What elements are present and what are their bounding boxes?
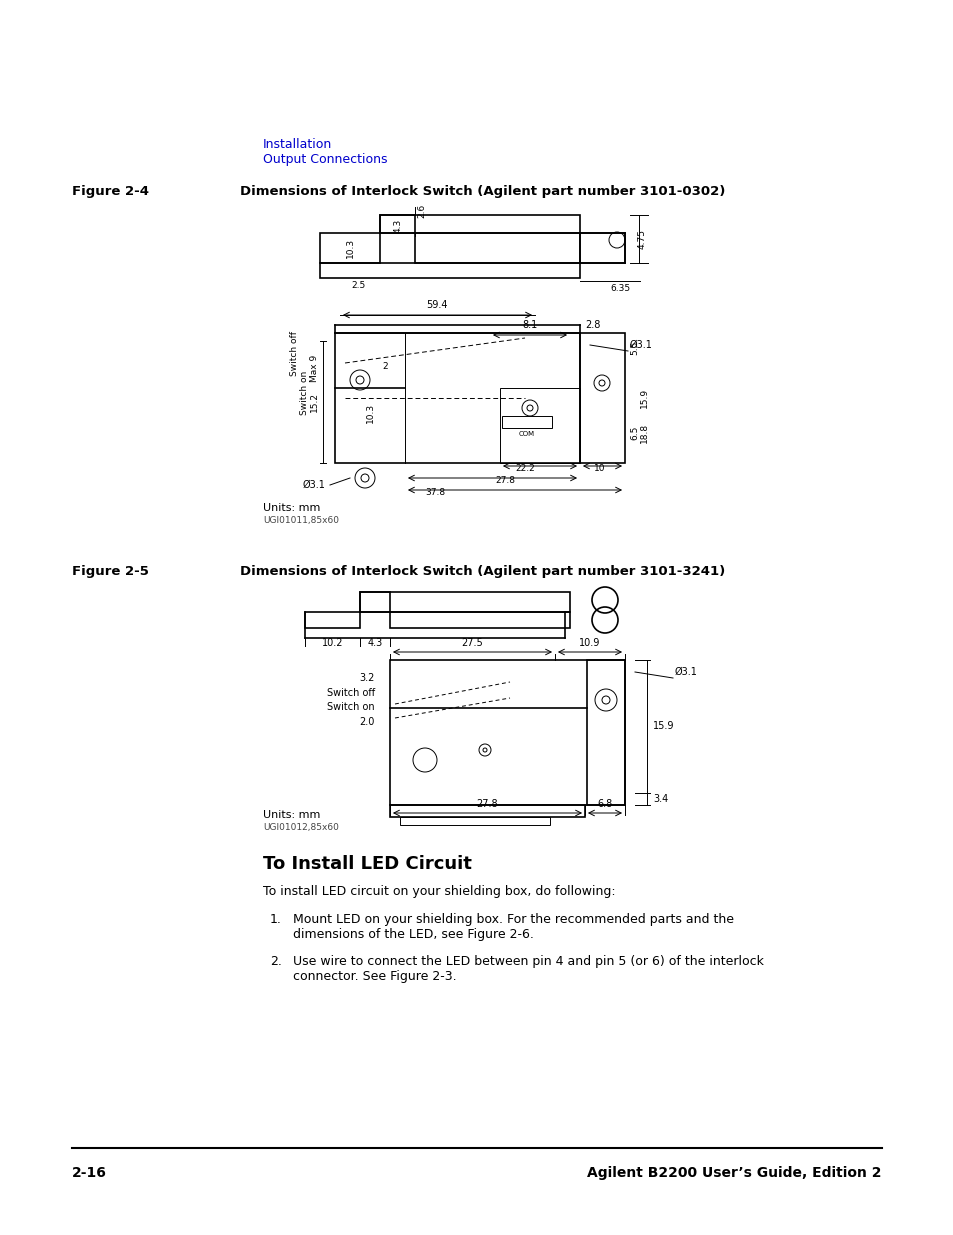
Text: 3.4: 3.4: [652, 794, 667, 804]
Text: Switch on: Switch on: [327, 701, 375, 713]
Text: Units: mm: Units: mm: [263, 503, 320, 513]
Bar: [305, 613, 359, 629]
Text: To install LED circuit on your shielding box, do following:: To install LED circuit on your shielding…: [263, 885, 615, 898]
Text: Figure 2-4: Figure 2-4: [71, 185, 149, 198]
Text: 2.0: 2.0: [359, 718, 375, 727]
Bar: [335, 333, 579, 463]
Text: 10.3: 10.3: [365, 403, 375, 424]
Text: Switch off: Switch off: [291, 331, 299, 375]
Text: 10: 10: [594, 464, 605, 473]
Bar: [415, 233, 579, 263]
Text: To Install LED Circuit: To Install LED Circuit: [263, 855, 472, 873]
Text: Switch on: Switch on: [300, 370, 309, 415]
Text: 2-16: 2-16: [71, 1166, 107, 1179]
Text: Ø3.1: Ø3.1: [629, 340, 652, 350]
Text: 15.9: 15.9: [652, 721, 674, 731]
Text: 3.2: 3.2: [359, 673, 375, 683]
Text: 18.8: 18.8: [639, 422, 648, 443]
Text: 4.3: 4.3: [367, 638, 382, 648]
Bar: [379, 215, 415, 233]
Text: Use wire to connect the LED between pin 4 and pin 5 (or 6) of the interlock
conn: Use wire to connect the LED between pin …: [293, 955, 763, 983]
Text: Dimensions of Interlock Switch (Agilent part number 3101-3241): Dimensions of Interlock Switch (Agilent …: [240, 564, 724, 578]
Text: 5.5: 5.5: [629, 341, 639, 356]
Bar: [399, 818, 550, 825]
Text: UGI01011,85x60: UGI01011,85x60: [263, 516, 338, 525]
Bar: [501, 416, 552, 429]
Text: Ø3.1: Ø3.1: [302, 480, 325, 490]
Text: 2.5: 2.5: [351, 280, 365, 289]
Text: 10.9: 10.9: [578, 638, 600, 648]
Text: 2.: 2.: [270, 955, 281, 968]
Bar: [359, 592, 569, 613]
Text: 6.5: 6.5: [629, 426, 639, 440]
Text: Max 9: Max 9: [310, 354, 319, 382]
Text: 4.75: 4.75: [638, 228, 646, 249]
Text: 15.9: 15.9: [639, 388, 648, 408]
Text: 22.2: 22.2: [515, 464, 535, 473]
Text: 2.6: 2.6: [416, 204, 426, 219]
Bar: [586, 659, 624, 805]
Bar: [359, 592, 390, 613]
Text: Mount LED on your shielding box. For the recommended parts and the
dimensions of: Mount LED on your shielding box. For the…: [293, 913, 733, 941]
Text: Units: mm: Units: mm: [263, 810, 320, 820]
Text: 4.3: 4.3: [393, 219, 402, 233]
Text: 27.5: 27.5: [460, 638, 482, 648]
Text: 27.8: 27.8: [476, 799, 497, 809]
Bar: [390, 613, 569, 629]
Bar: [579, 333, 624, 463]
Bar: [319, 263, 579, 278]
Text: Agilent B2200 User’s Guide, Edition 2: Agilent B2200 User’s Guide, Edition 2: [587, 1166, 882, 1179]
Text: 6.35: 6.35: [609, 284, 630, 293]
Text: Installation: Installation: [263, 138, 332, 151]
Bar: [579, 233, 624, 263]
Text: 15.2: 15.2: [309, 391, 318, 412]
Text: 8.1: 8.1: [522, 320, 537, 330]
Text: 6.8: 6.8: [597, 799, 612, 809]
Text: 37.8: 37.8: [424, 488, 445, 496]
Text: 27.8: 27.8: [495, 475, 515, 485]
Text: Output Connections: Output Connections: [263, 153, 387, 165]
Text: 59.4: 59.4: [426, 300, 447, 310]
Text: 2: 2: [382, 362, 388, 370]
Bar: [319, 233, 379, 263]
Bar: [379, 215, 579, 233]
Text: Figure 2-5: Figure 2-5: [71, 564, 149, 578]
Bar: [499, 388, 579, 463]
Text: COM: COM: [518, 431, 535, 437]
Text: 1.: 1.: [270, 913, 281, 926]
Text: 10.2: 10.2: [322, 638, 343, 648]
Text: Switch off: Switch off: [327, 688, 375, 698]
Text: 10.3: 10.3: [345, 238, 355, 258]
Bar: [390, 659, 624, 805]
Text: Ø3.1: Ø3.1: [675, 667, 698, 677]
Text: UGI01012,85x60: UGI01012,85x60: [263, 823, 338, 832]
Text: 2.8: 2.8: [584, 320, 599, 330]
Bar: [390, 805, 584, 818]
Text: Dimensions of Interlock Switch (Agilent part number 3101-0302): Dimensions of Interlock Switch (Agilent …: [240, 185, 724, 198]
